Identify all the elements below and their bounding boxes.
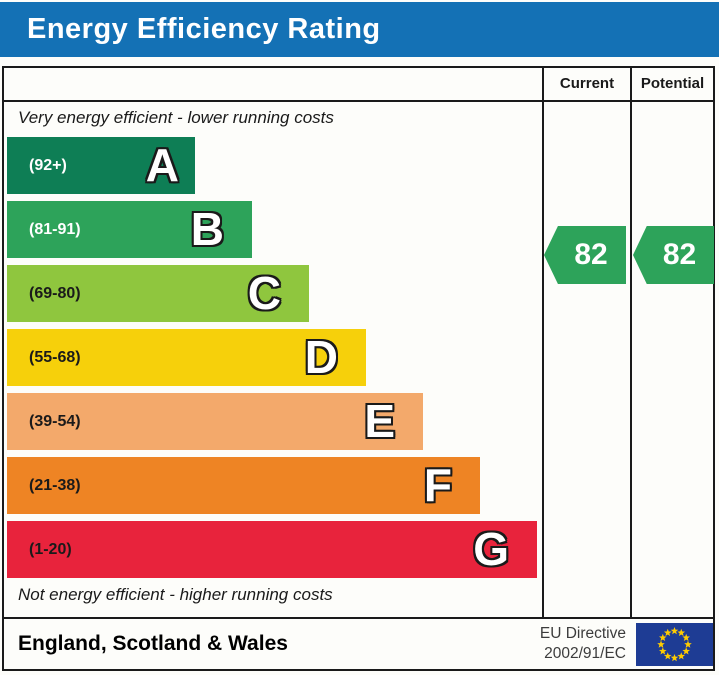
eu-flag-star: [659, 647, 667, 655]
band-letter: C: [247, 266, 282, 320]
band-range-label: (39-54): [29, 413, 81, 430]
band-letter: D: [304, 330, 339, 384]
band-letter: B: [190, 202, 225, 256]
eu-flag-star: [677, 628, 686, 637]
eu-flag-star: [659, 633, 667, 641]
region-label: England, Scotland & Wales: [18, 632, 288, 655]
band-letter: A: [145, 138, 180, 192]
eu-flag-star: [663, 652, 672, 660]
band-bar-f: (21-38) F: [7, 457, 480, 514]
band-range-label: (69-80): [29, 285, 81, 302]
title-bar: Energy Efficiency Rating: [0, 2, 719, 57]
current-column-divider: [542, 68, 544, 619]
band-bar-a: (92+) A: [7, 137, 195, 194]
band-row-b: (81-91) B: [7, 201, 542, 258]
eu-flag-star: [663, 628, 672, 637]
band-range-label: (92+): [29, 157, 67, 174]
band-letter: E: [363, 394, 396, 448]
page-title: Energy Efficiency Rating: [27, 13, 381, 45]
band-bar-c: (69-80) C: [7, 265, 309, 322]
band-letter: F: [423, 458, 453, 512]
band-range-label: (55-68): [29, 349, 81, 366]
band-row-d: (55-68) D: [7, 329, 542, 386]
current-column-header: Current: [559, 75, 615, 92]
eu-flag-icon: [636, 623, 713, 666]
footer-row: England, Scotland & Wales EU Directive 2…: [4, 617, 713, 669]
top-note: Very energy efficient - lower running co…: [18, 108, 334, 127]
eu-flag-star: [677, 652, 686, 660]
bottom-note: Not energy efficient - higher running co…: [18, 585, 333, 604]
current-rating-arrow: 82: [544, 226, 626, 284]
band-bar-b: (81-91) B: [7, 201, 252, 258]
band-row-g: (1-20) G: [7, 521, 542, 578]
band-range-label: (81-91): [29, 221, 81, 238]
band-row-c: (69-80) C: [7, 265, 542, 322]
eu-flag-star: [682, 647, 690, 655]
eu-flag-star: [657, 640, 665, 648]
eu-directive-label: EU Directive 2002/91/EC: [540, 624, 626, 664]
band-bar-d: (55-68) D: [7, 329, 366, 386]
band-row-e: (39-54) E: [7, 393, 542, 450]
header-divider: [4, 100, 713, 102]
band-range-label: (21-38): [29, 477, 81, 494]
band-bar-g: (1-20) G: [7, 521, 537, 578]
eu-flag-star: [670, 627, 679, 635]
potential-column-header: Potential: [640, 75, 705, 92]
band-row-f: (21-38) F: [7, 457, 542, 514]
eu-directive-line2: 2002/91/EC: [544, 645, 626, 662]
eu-flag-star: [682, 633, 690, 641]
band-bar-e: (39-54) E: [7, 393, 423, 450]
band-letter: G: [472, 522, 510, 576]
potential-rating-arrow: 82: [633, 226, 714, 284]
potential-rating-value: 82: [662, 238, 697, 271]
eu-flag-star: [684, 640, 692, 648]
potential-column-divider: [630, 68, 632, 619]
eu-directive-line1: EU Directive: [539, 625, 626, 642]
band-range-label: (1-20): [29, 541, 72, 558]
current-rating-value: 82: [574, 238, 608, 271]
rating-table: Current Potential Very energy efficient …: [2, 66, 715, 671]
eu-flag-star: [670, 654, 679, 662]
band-row-a: (92+) A: [7, 137, 542, 194]
